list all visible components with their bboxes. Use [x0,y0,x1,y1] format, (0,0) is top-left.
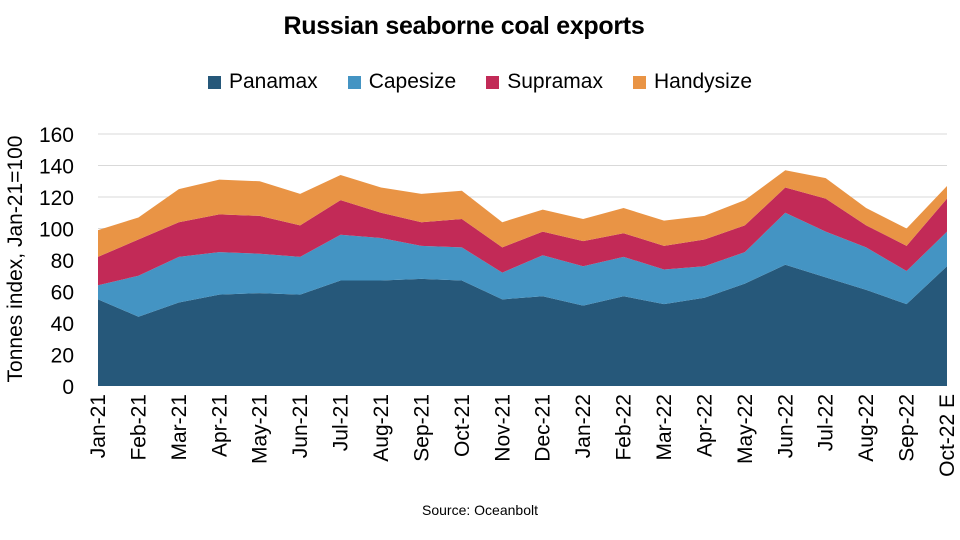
y-tick-label: 140 [39,156,74,179]
y-axis-label: Tonnes index, Jan-21=100 [4,136,27,383]
legend-swatch [486,75,500,89]
x-tick-label: May-21 [249,394,272,464]
x-tick-label: Jul-22 [815,394,838,451]
chart-title: Russian seaborne coal exports [283,12,645,40]
y-tick-labels: 0 20 40 60 80 100 120 140 160 [39,124,74,399]
x-tick-label: Dec-21 [532,394,555,462]
legend-label: Capesize [368,70,457,93]
x-tick-label: Sep-22 [896,394,919,462]
x-tick-label: Oct-22 E [936,394,959,477]
x-tick-label: Mar-21 [168,394,191,461]
y-tick-label: 80 [51,250,74,273]
area-handysize [98,170,947,257]
x-tick-label: Feb-21 [127,394,150,461]
legend: Panamax Capesize Supramax Handysize [0,70,960,94]
x-tick-label: Mar-22 [653,394,676,461]
legend-item-capesize: Capesize [347,70,457,94]
y-tick-label: 120 [39,187,74,210]
legend-item-supramax: Supramax [486,70,603,94]
legend-item-panamax: Panamax [207,70,318,94]
y-tick-label: 40 [51,313,74,336]
x-tick-label: Aug-22 [855,394,878,462]
x-tick-labels: Jan-21 Feb-21 Mar-21 Apr-21 May-21 Jun-21 Jul-… [87,394,959,477]
source-note: Source: Oceanbolt [422,502,538,518]
x-tick-label: Jul-21 [330,394,353,451]
legend-swatch [347,75,361,89]
x-tick-label: Sep-21 [410,394,433,462]
legend-label: Handysize [653,70,753,93]
x-tick-label: Nov-21 [491,394,514,462]
legend-label: Supramax [507,70,603,93]
legend-item-handysize: Handysize [632,70,753,94]
area-supramax [98,187,947,286]
x-tick-label: May-22 [734,394,757,464]
y-tick-label: 20 [51,345,74,368]
area-series [98,170,947,386]
y-tick-label: 100 [39,219,74,242]
area-panamax [98,264,947,386]
x-tick-label: Oct-21 [451,394,474,457]
x-tick-label: Jan-21 [87,394,110,458]
x-tick-label: Apr-22 [693,394,716,457]
y-tick-label: 0 [62,376,74,399]
x-tick-label: Aug-21 [370,394,393,462]
x-tick-label: Feb-22 [613,394,636,461]
x-tick-label: Jun-21 [289,394,312,458]
legend-swatch [207,75,221,89]
y-tick-label: 60 [51,282,74,305]
x-tick-label: Jan-22 [572,394,595,458]
legend-swatch [632,75,646,89]
area-capesize [98,212,947,317]
x-tick-label: Jun-22 [774,394,797,458]
y-tick-label: 160 [39,124,74,147]
x-tick-label: Apr-21 [208,394,231,457]
legend-label: Panamax [228,70,318,93]
